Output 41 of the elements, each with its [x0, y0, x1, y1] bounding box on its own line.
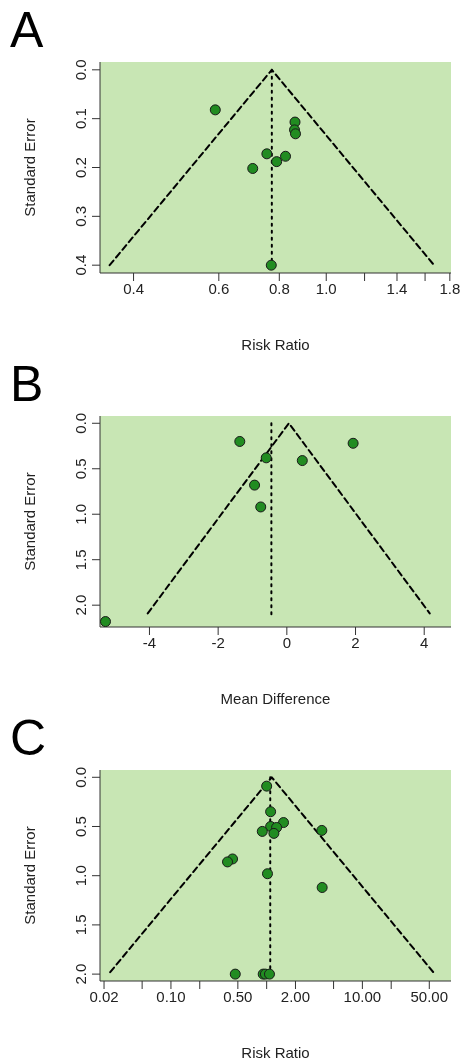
y-tick-label: 0.2: [72, 157, 89, 178]
x-tick-label: 1.4: [386, 279, 408, 297]
x-tick-label: -4: [142, 633, 157, 651]
x-tick-label: 0: [282, 633, 292, 651]
y-axis-title: Standard Error: [21, 472, 39, 571]
y-axis-title: Standard Error: [21, 826, 39, 925]
x-tick-label: 2: [351, 633, 360, 651]
y-tick-label: 1.0: [72, 503, 89, 525]
y-tick-label: 0.0: [72, 766, 89, 788]
y-axis-title: Standard Error: [21, 118, 39, 217]
y-tick-label: 0.5: [72, 458, 89, 480]
y-tick-label: 2.0: [72, 963, 89, 985]
x-tick-label: 2.00: [280, 987, 311, 1005]
x-tick-label: 4: [420, 633, 429, 651]
x-tick-label: 0.02: [89, 987, 119, 1005]
x-tick-label: 0.10: [156, 987, 186, 1005]
y-tick-label: 2.0: [72, 594, 89, 616]
x-tick-label: -2: [211, 633, 225, 651]
x-tick-label: 10.00: [343, 987, 382, 1005]
chart-title: B: [10, 356, 44, 412]
y-tick-label: 0.4: [72, 254, 89, 276]
x-tick-label: 0.6: [208, 279, 230, 297]
y-tick-label: 0.1: [72, 108, 89, 130]
y-tick-label: 0.3: [72, 205, 89, 227]
x-axis-title: Mean Difference: [220, 690, 331, 707]
y-tick-label: 0.0: [72, 59, 89, 81]
y-tick-label: 1.5: [72, 914, 89, 936]
y-tick-label: 0.0: [72, 412, 89, 434]
x-axis-title: Risk Ratio: [241, 336, 310, 353]
x-tick-label: 0.8: [268, 279, 290, 297]
x-tick-label: 0.50: [223, 987, 253, 1005]
y-tick-label: 0.5: [72, 816, 89, 837]
x-tick-label: 1.0: [315, 279, 337, 297]
y-tick-label: 1.0: [72, 865, 89, 887]
x-tick-label: 50.00: [410, 987, 449, 1005]
y-tick-label: 1.5: [72, 549, 89, 571]
chart-title: A: [10, 2, 44, 58]
chart-title: C: [10, 710, 47, 766]
x-axis-title: Risk Ratio: [241, 1044, 310, 1061]
x-tick-label: 1.8: [439, 279, 460, 297]
x-tick-label: 0.4: [123, 279, 144, 297]
